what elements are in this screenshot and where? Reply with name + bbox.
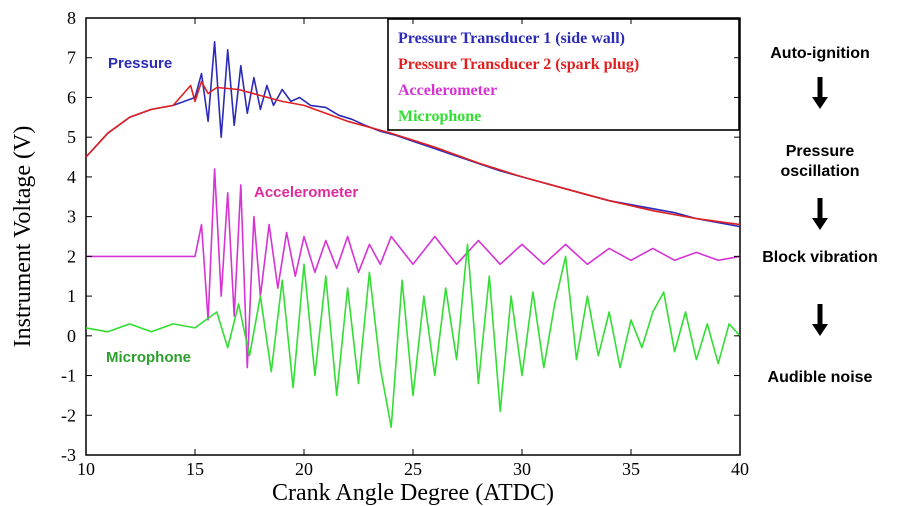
x-tick-label: 15 [186,459,204,479]
y-axis-label: Instrument Voltage (V) [10,126,36,348]
annotation-label: Accelerometer [254,184,358,201]
annotation-label: Pressure [108,55,172,72]
x-tick-label: 25 [404,459,422,479]
series-line-pressure-transducer-2-spark-plug [85,80,741,226]
legend-entry: Microphone [398,108,481,125]
x-tick-label: 35 [622,459,640,479]
legend-entry: Pressure Transducer 2 (spark plug) [398,56,639,73]
y-tick-label: -2 [61,405,76,425]
y-tick-label: 5 [67,127,76,147]
y-tick-label: 2 [67,246,76,266]
x-axis-label: Crank Angle Degree (ATDC) [272,480,554,506]
y-tick-label: 1 [67,286,76,306]
flow-step-auto-ignition: Auto-ignition [770,45,870,62]
annotation-label: Microphone [106,349,191,366]
x-tick-label: 40 [731,459,749,479]
y-tick-label: 6 [67,87,76,107]
flow-step-audible-noise: Audible noise [760,368,880,388]
flow-step-pressure-oscillation-text: Pressure oscillation [780,143,860,180]
y-tick-label: 7 [67,48,76,68]
flow-step-block-vibration: Block vibration [760,248,880,268]
flow-step-audible-noise-text: Audible noise [767,369,873,386]
causal-flow: Auto-ignition Pressure oscillation Block… [760,0,880,506]
axes: 10 15 20 25 30 35 40 -3 -2 -1 0 1 2 3 4 5 6 7 8 Crank Angle… [10,8,749,506]
y-tick-label: 4 [67,167,76,187]
x-tick-label: 20 [295,459,313,479]
legend-entry: Accelerometer [398,82,497,99]
y-tick-label: 0 [67,326,76,346]
y-tick-label: 3 [67,207,76,227]
flow-step-pressure-oscillation: Pressure oscillation [760,142,880,182]
down-arrow-icon [812,198,828,230]
annotation-layer: Pressure Accelerometer Microphone [106,55,358,366]
y-tick-label: 8 [67,8,76,28]
legend-box [387,18,740,131]
legend-entry: Pressure Transducer 1 (side wall) [398,30,625,47]
down-arrow-icon [812,304,828,336]
series-line-microphone [85,243,741,429]
x-tick-label: 10 [77,459,95,479]
series-layer [85,40,741,429]
y-tick-label: -1 [61,366,76,386]
legend: Pressure Transducer 1 (side wall) Pressur… [387,18,740,131]
x-tick-label: 30 [513,459,531,479]
flow-step-block-vibration-text: Block vibration [762,249,878,266]
down-arrow-icon [812,77,828,109]
series-line-accelerometer [86,168,741,369]
y-tick-label: -3 [61,445,76,465]
